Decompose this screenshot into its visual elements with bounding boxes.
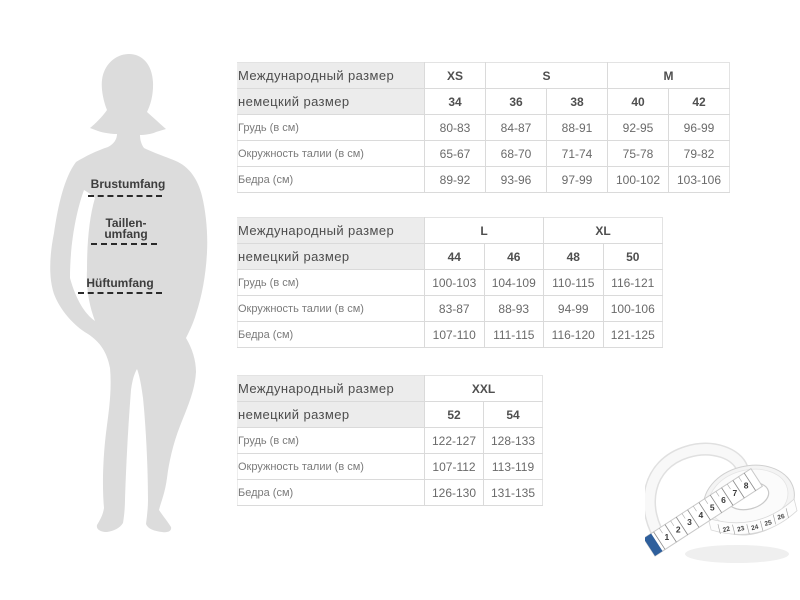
measure-value: 111-115 <box>483 321 544 348</box>
intl-size-header-label: Международный размер <box>237 62 425 89</box>
tape-roll-numbers: 22 23 24 25 26 <box>717 508 789 535</box>
german-size-header-label: немецкий размер <box>237 243 425 270</box>
svg-text:24: 24 <box>751 524 760 533</box>
measure-value: 116-120 <box>543 321 603 348</box>
measure-value: 110-115 <box>543 269 603 296</box>
german-size-42: 42 <box>668 88 730 115</box>
measure-value: 92-95 <box>607 114 669 141</box>
german-size-header-label: немецкий размер <box>237 88 425 115</box>
waist-dash-line <box>91 243 157 245</box>
measure-value: 93-96 <box>485 166 547 193</box>
measure-value: 84-87 <box>485 114 547 141</box>
measure-value: 104-109 <box>483 269 544 296</box>
german-size-header-label: немецкий размер <box>237 401 425 428</box>
measure-value: 83-87 <box>424 295 484 322</box>
intl-size-xl: XL <box>543 217 663 244</box>
intl-size-m: M <box>607 62 730 89</box>
svg-text:1: 1 <box>665 532 670 542</box>
measure-value: 71-74 <box>546 140 608 167</box>
measure-value: 103-106 <box>668 166 730 193</box>
measure-label: Бедра (см) <box>237 479 425 506</box>
measure-value: 131-135 <box>483 479 543 506</box>
svg-text:6: 6 <box>721 495 726 505</box>
measure-value: 68-70 <box>485 140 547 167</box>
hip-label: Hüftumfang <box>86 276 154 290</box>
german-size-40: 40 <box>607 88 669 115</box>
bust-label: Brustumfang <box>90 177 166 191</box>
measure-label: Окружность талии (в см) <box>237 453 425 480</box>
svg-text:3: 3 <box>687 517 692 527</box>
svg-text:5: 5 <box>710 503 715 513</box>
measure-label: Грудь (в см) <box>237 427 425 454</box>
svg-text:25: 25 <box>764 519 773 528</box>
intl-size-s: S <box>485 62 608 89</box>
intl-size-xxl: XXL <box>424 375 543 402</box>
size-table-3: Международный размер XXL немецкий размер 52… <box>237 375 543 506</box>
german-size-52: 52 <box>424 401 484 428</box>
measure-value: 79-82 <box>668 140 730 167</box>
svg-text:7: 7 <box>732 488 737 498</box>
svg-text:2: 2 <box>676 525 681 535</box>
bust-dash-line <box>88 195 162 197</box>
german-size-34: 34 <box>424 88 486 115</box>
measure-value: 80-83 <box>424 114 486 141</box>
measure-value: 75-78 <box>607 140 669 167</box>
german-size-38: 38 <box>546 88 608 115</box>
measure-value: 107-110 <box>424 321 484 348</box>
measure-value: 113-119 <box>483 453 543 480</box>
intl-size-header-label: Международный размер <box>237 217 425 244</box>
measure-value: 126-130 <box>424 479 484 506</box>
body-figure: Brustumfang Taillen- umfang Hüftumfang <box>30 38 230 538</box>
german-size-46: 46 <box>483 243 544 270</box>
measure-value: 122-127 <box>424 427 484 454</box>
intl-size-header-label: Международный размер <box>237 375 425 402</box>
german-size-48: 48 <box>543 243 603 270</box>
measure-label: Грудь (в см) <box>237 114 425 141</box>
measure-value: 128-133 <box>483 427 543 454</box>
intl-size-l: L <box>424 217 544 244</box>
svg-text:4: 4 <box>699 510 704 520</box>
measure-value: 65-67 <box>424 140 486 167</box>
svg-text:8: 8 <box>744 480 749 490</box>
tape-tip <box>643 533 663 556</box>
measure-value: 100-106 <box>602 295 663 322</box>
svg-text:22: 22 <box>722 525 731 534</box>
waist-label-line1: Taillen- <box>105 216 147 230</box>
measure-label: Бедра (см) <box>237 321 425 348</box>
svg-text:23: 23 <box>737 525 746 534</box>
hip-dash-line <box>78 292 162 294</box>
german-size-54: 54 <box>483 401 543 428</box>
measure-label: Бедра (см) <box>237 166 425 193</box>
german-size-50: 50 <box>602 243 663 270</box>
intl-size-xs: XS <box>424 62 486 89</box>
measure-label: Грудь (в см) <box>237 269 425 296</box>
measure-value: 121-125 <box>602 321 663 348</box>
measure-value: 100-102 <box>607 166 669 193</box>
measure-value: 100-103 <box>424 269 484 296</box>
measure-value: 96-99 <box>668 114 730 141</box>
german-size-36: 36 <box>485 88 547 115</box>
measure-value: 88-91 <box>546 114 608 141</box>
measure-label: Окружность талии (в см) <box>237 140 425 167</box>
measure-value: 89-92 <box>424 166 486 193</box>
measure-value: 116-121 <box>602 269 663 296</box>
measure-value: 88-93 <box>483 295 544 322</box>
german-size-44: 44 <box>424 243 484 270</box>
measure-value: 107-112 <box>424 453 484 480</box>
measure-value: 97-99 <box>546 166 608 193</box>
measure-value: 94-99 <box>543 295 603 322</box>
svg-text:26: 26 <box>777 513 786 522</box>
waist-label-line2: umfang <box>104 227 148 241</box>
size-table-2: Международный размер L XL немецкий размер 44… <box>237 217 663 348</box>
measure-label: Окружность талии (в см) <box>237 295 425 322</box>
